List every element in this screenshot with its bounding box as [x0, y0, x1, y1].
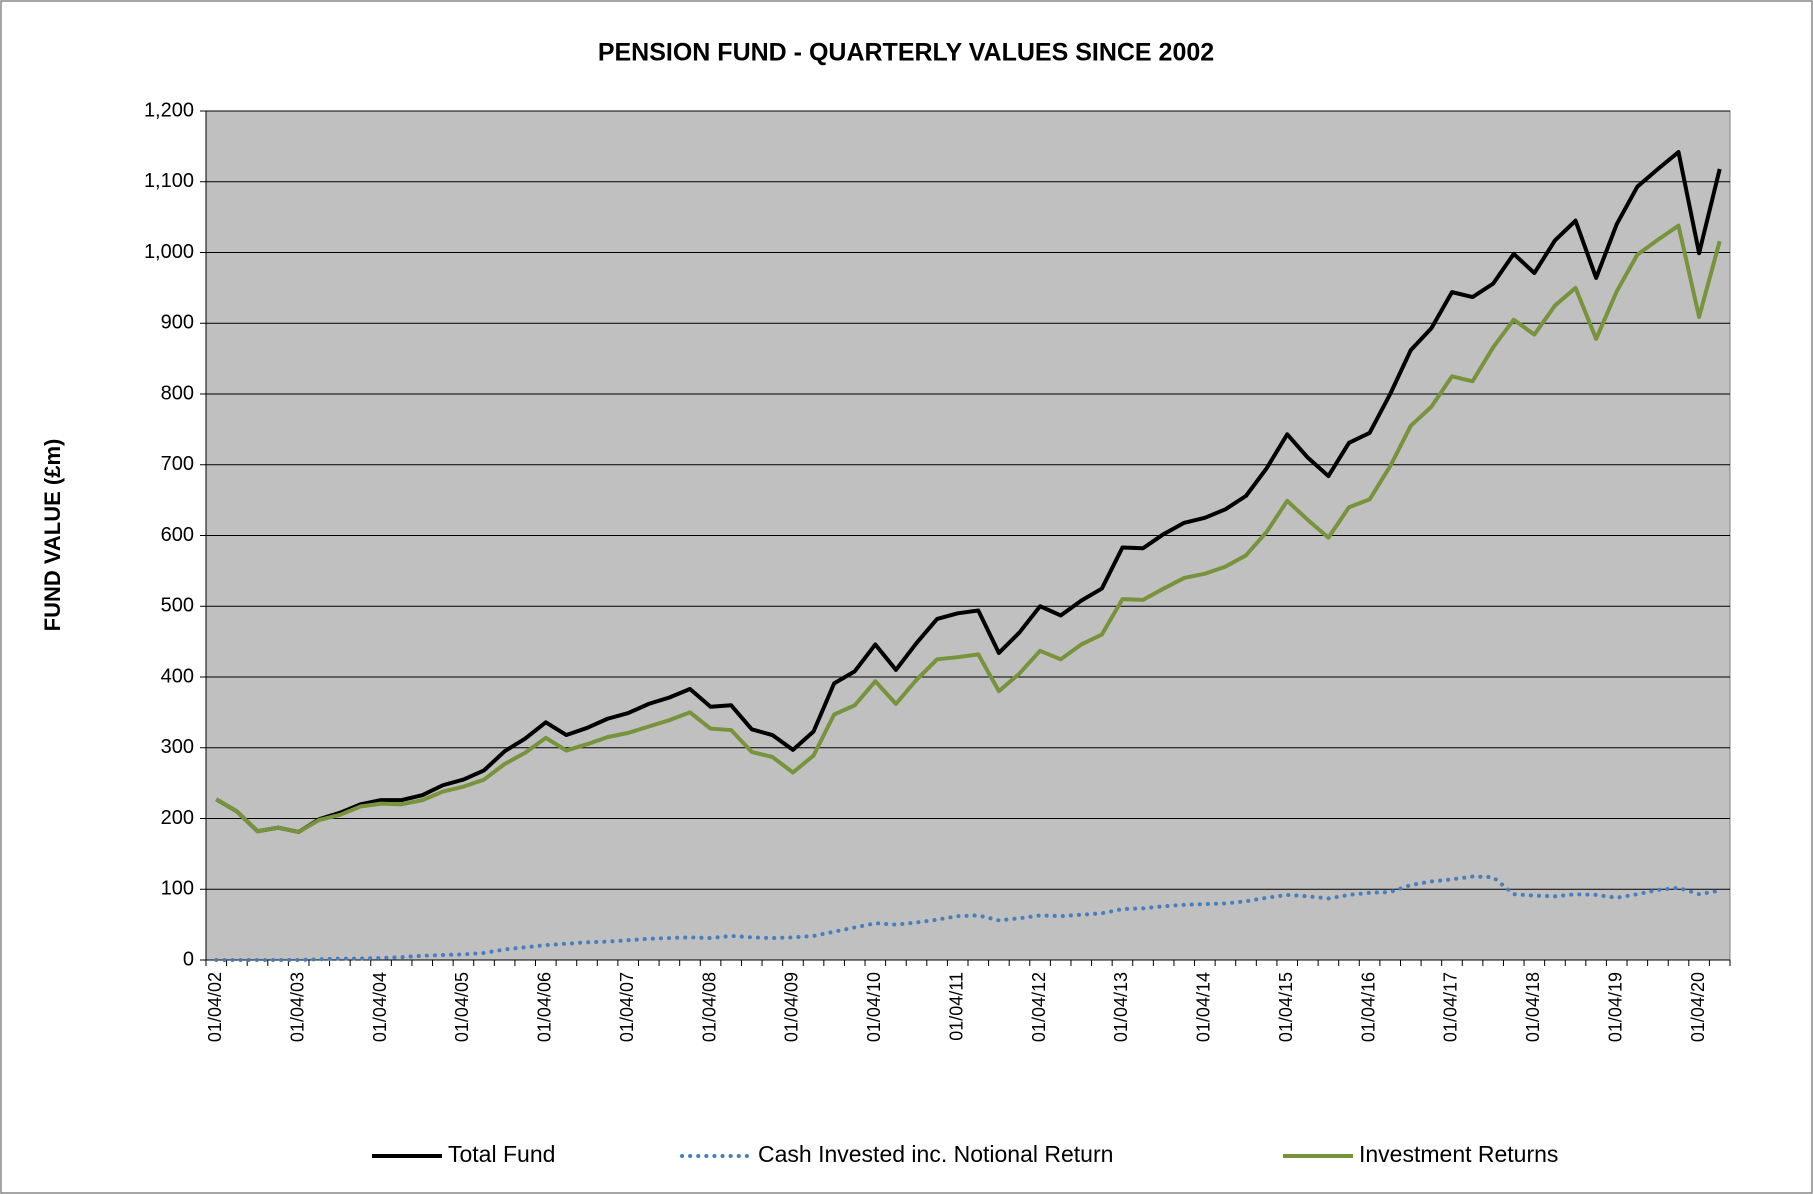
- y-tick-label: 1,200: [144, 99, 194, 121]
- x-tick-label: 01/04/06: [535, 972, 555, 1042]
- x-tick-label: 01/04/08: [699, 972, 719, 1042]
- y-tick-label: 0: [183, 948, 194, 970]
- x-tick-label: 01/04/19: [1605, 972, 1625, 1042]
- chart-title: PENSION FUND - QUARTERLY VALUES SINCE 20…: [598, 39, 1214, 67]
- x-tick-label: 01/04/02: [205, 972, 225, 1042]
- x-tick-label: 01/04/14: [1194, 972, 1214, 1042]
- x-tick-label: 01/04/09: [782, 972, 802, 1042]
- y-tick-label: 800: [161, 382, 194, 404]
- y-tick-label: 1,000: [144, 241, 194, 263]
- legend-label: Investment Returns: [1359, 1141, 1558, 1167]
- x-tick-label: 01/04/18: [1523, 972, 1543, 1042]
- y-tick-label: 1,100: [144, 170, 194, 192]
- series-line: [215, 223, 1722, 834]
- legend-label: Cash Invested inc. Notional Return: [758, 1141, 1113, 1167]
- x-tick-label: 01/04/13: [1111, 972, 1131, 1042]
- y-tick-label: 600: [161, 524, 194, 546]
- y-tick-label: 500: [161, 595, 194, 617]
- x-tick-label: 01/04/10: [864, 972, 884, 1042]
- y-tick-label: 700: [161, 453, 194, 475]
- x-tick-label: 01/04/11: [946, 972, 966, 1041]
- x-tick-label: 01/04/03: [287, 972, 307, 1042]
- x-tick-label: 01/04/04: [370, 972, 390, 1042]
- y-axis-label: FUND VALUE (£m): [40, 439, 65, 632]
- x-tick-label: 01/04/20: [1688, 972, 1708, 1042]
- x-tick-label: 01/04/07: [617, 972, 637, 1042]
- x-tick-label: 01/04/16: [1358, 972, 1378, 1042]
- y-tick-label: 100: [161, 878, 194, 900]
- y-tick-label: 400: [161, 665, 194, 687]
- x-tick-label: 01/04/05: [452, 972, 472, 1042]
- series-line: [214, 874, 1722, 962]
- y-tick-label: 200: [161, 807, 194, 829]
- y-tick-label: 900: [161, 312, 194, 334]
- x-tick-label: 01/04/12: [1029, 972, 1049, 1042]
- series-line: [215, 150, 1722, 834]
- x-tick-label: 01/04/17: [1441, 972, 1461, 1042]
- y-tick-label: 300: [161, 736, 194, 758]
- x-tick-label: 01/04/15: [1276, 972, 1296, 1042]
- legend-label: Total Fund: [448, 1141, 555, 1167]
